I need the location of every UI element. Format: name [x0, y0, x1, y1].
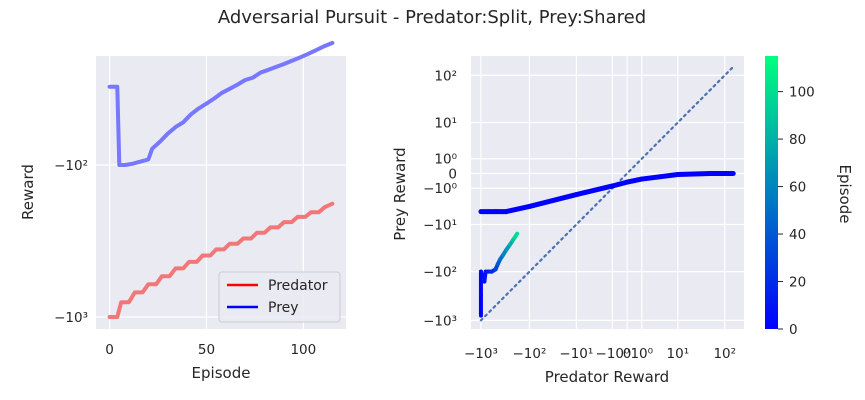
legend: Predator Prey — [218, 271, 341, 323]
diagonal-reference-line — [479, 64, 736, 322]
right-x-tick-label: 10⁰ — [630, 346, 653, 362]
right-x-axis-label: Predator Reward — [545, 368, 669, 386]
trajectory-segment-thick — [675, 170, 713, 178]
right-x-tick-label: 0 — [623, 346, 632, 362]
left-x-tick-label: 100 — [290, 342, 316, 358]
right-x-tick-label: −10² — [513, 346, 547, 362]
colorbar-label: Episode — [836, 165, 854, 224]
right-x-tick-label: 10² — [713, 346, 736, 362]
trajectory-segment-thick — [609, 179, 630, 189]
left-x-tick-label: 0 — [105, 342, 114, 358]
figure-title: Adversarial Pursuit - Predator:Split, Pr… — [218, 7, 646, 28]
colorbar-tick-label: 60 — [789, 180, 806, 196]
left-x-axis-label: Episode — [192, 364, 251, 382]
right-y-tick-label: 10¹ — [434, 116, 457, 132]
right-x-tick-label: 10¹ — [667, 346, 690, 362]
colorbar-tick-label: 100 — [789, 85, 815, 101]
left-y-tick-label: −10³ — [54, 310, 88, 326]
right-x-tick-label: −10¹ — [559, 346, 593, 362]
legend-label-predator: Predator — [268, 278, 328, 294]
left-y-tick-label: −10² — [54, 158, 88, 174]
left-x-tick-label: 50 — [198, 342, 215, 358]
right-y-tick-label: 0 — [448, 166, 457, 182]
right-y-tick-label: −10² — [423, 265, 457, 281]
trajectory-segment-thin — [512, 231, 520, 240]
colorbar: 0 20 40 60 80 100 Episode — [765, 56, 854, 338]
series-line-prey — [107, 40, 335, 167]
colorbar-gradient — [765, 56, 778, 329]
right-y-axis-label: Prey Reward — [391, 147, 409, 240]
right-x-tick-label: −10³ — [464, 346, 498, 362]
trajectory-segment-thick — [573, 183, 615, 198]
colorbar-tick-label: 20 — [789, 275, 806, 291]
right-y-tick-label: 10² — [434, 68, 457, 84]
right-y-tick-label: 10⁰ — [434, 152, 457, 168]
trajectory-segment-thick — [639, 172, 681, 182]
trajectory-segment-thick — [526, 192, 579, 209]
left-chart: 0 50 100 −10² −10³ Episode Reward Predator … — [19, 40, 346, 382]
right-y-tick-label: −10¹ — [423, 217, 457, 233]
right-y-tick-label: −10³ — [423, 313, 457, 329]
colorbar-tick-label: 40 — [789, 227, 806, 243]
right-y-tick-label: −10⁰ — [423, 181, 457, 197]
series-line-predator — [107, 201, 335, 319]
colorbar-tick-label: 0 — [789, 322, 798, 338]
left-y-axis-label: Reward — [19, 164, 37, 220]
legend-label-prey: Prey — [268, 300, 299, 316]
right-x-tick-label: −10⁰ — [595, 346, 629, 362]
colorbar-tick-label: 80 — [789, 132, 806, 148]
trajectory-segment-thick — [503, 203, 532, 215]
